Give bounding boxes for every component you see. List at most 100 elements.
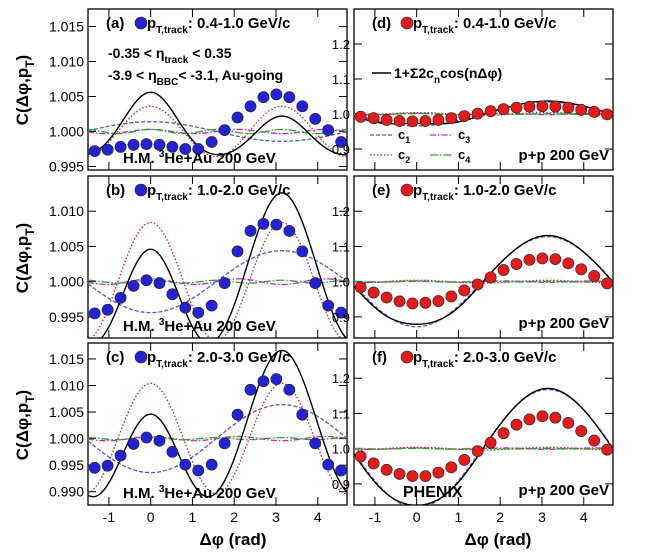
data-point <box>497 427 510 440</box>
data-point <box>510 101 523 114</box>
system-label: H.M. 3He+Au 200 GeV <box>123 484 276 502</box>
legend-c3-label: c3 <box>458 127 470 145</box>
data-point <box>601 108 613 121</box>
fit-curve <box>354 387 613 505</box>
data-point <box>354 281 367 294</box>
data-point <box>140 274 153 287</box>
x-tick-label: 3 <box>272 509 280 525</box>
data-point <box>270 373 283 386</box>
data-point <box>283 225 296 237</box>
y-tick-label: 1.010 <box>49 203 84 219</box>
data-point <box>445 112 458 125</box>
y-tick-label: 0.995 <box>49 309 84 325</box>
harmonic-c2-curve <box>88 382 347 495</box>
data-point <box>601 277 613 290</box>
legend-marker <box>400 16 414 30</box>
data-point <box>575 425 588 437</box>
harmonic-c2-curve <box>354 279 613 284</box>
data-point <box>101 303 114 316</box>
data-point <box>218 124 231 137</box>
x-tick-label: 1 <box>455 509 463 525</box>
pt-range-label: pT,track: 2.0-3.0 GeV/c <box>413 349 556 370</box>
legend-marker <box>134 183 148 197</box>
panel-frame <box>353 342 614 506</box>
data-point <box>179 301 192 314</box>
data-point <box>244 100 257 113</box>
y-tick-label: 1.005 <box>49 238 84 254</box>
data-point <box>445 290 458 303</box>
data-point <box>393 468 406 480</box>
data-point <box>536 100 549 113</box>
ylabel-row-b: C(Δφ,pT) <box>13 223 37 293</box>
data-point <box>367 286 380 299</box>
cut-eta-track: -0.35 < ηtrack < 0.35 <box>108 45 232 66</box>
data-point <box>484 436 497 449</box>
harmonic-c4-curve <box>354 113 613 115</box>
data-point <box>471 278 484 291</box>
y-tick-label: 1.010 <box>49 377 84 393</box>
data-point <box>231 111 244 124</box>
cut-eta-bbc: -3.9 < ηBBC< -3.1, Au-going <box>108 67 283 88</box>
harmonic-c2-curve <box>354 446 613 451</box>
data-point <box>549 411 562 424</box>
data-point <box>471 107 484 120</box>
legend-c1-label: c1 <box>398 127 410 145</box>
legend-marker <box>134 16 148 30</box>
data-point <box>562 257 575 270</box>
y-tick-label: 0.9 <box>332 310 350 325</box>
y-tick-label: 1.000 <box>49 274 84 290</box>
data-point <box>140 431 153 444</box>
data-point <box>588 106 601 118</box>
data-point <box>354 450 367 463</box>
y-tick-label: 1.010 <box>49 54 84 70</box>
data-point <box>309 277 322 289</box>
xlabel-left: Δφ (rad) <box>200 530 267 549</box>
data-point <box>419 296 432 309</box>
data-point <box>88 307 101 320</box>
y-tick-label: 1.0 <box>332 442 350 457</box>
data-point <box>458 110 471 122</box>
y-tick-label: 1.1 <box>332 239 350 254</box>
data-point <box>296 100 309 113</box>
y-tick-label: 1.1 <box>332 72 350 87</box>
pt-range-label: pT,track: 1.0-2.0 GeV/c <box>413 182 556 203</box>
data-point <box>367 112 380 125</box>
system-label: H.M. 3He+Au 200 GeV <box>123 317 276 335</box>
data-point <box>562 101 575 114</box>
y-tick-label: 1.005 <box>49 404 84 420</box>
data-point <box>335 306 347 319</box>
data-point <box>283 383 296 396</box>
cuts-annotation: -0.35 < ηtrack < 0.35 -3.9 < ηBBC< -3.1,… <box>108 45 283 88</box>
data-point <box>192 143 205 155</box>
data-point <box>432 295 445 307</box>
pt-range-label: pT,track: 0.4-1.0 GeV/c <box>147 15 290 36</box>
data-point <box>101 459 114 472</box>
panel-frame <box>87 175 348 339</box>
data-point <box>380 114 393 126</box>
data-point <box>549 100 562 113</box>
curves <box>354 387 613 505</box>
harmonic-c4-curve <box>354 280 613 283</box>
data-point <box>354 110 367 123</box>
system-label: p+p 200 GeV <box>519 147 609 164</box>
y-tick-label: 1.2 <box>332 371 350 386</box>
fit-curve <box>88 91 347 156</box>
data-point <box>257 217 270 230</box>
data-point <box>205 299 218 312</box>
data-point <box>114 449 127 462</box>
data-point <box>205 136 218 148</box>
y-tick-label: 1.000 <box>49 431 84 447</box>
panel-f: 1.2 1.1 1.0 0.9 -1 0 1 2 3 4 (f) pT,track: 2.0-3.0… <box>332 342 614 525</box>
fit-curve <box>354 234 613 325</box>
data-point <box>192 464 205 477</box>
data-point <box>114 291 127 304</box>
curves <box>88 349 347 498</box>
data-point <box>218 277 231 289</box>
fit-curve <box>354 100 613 125</box>
data-point <box>88 145 101 157</box>
data-point <box>309 113 322 125</box>
data-point <box>575 103 588 116</box>
data-point <box>393 295 406 308</box>
